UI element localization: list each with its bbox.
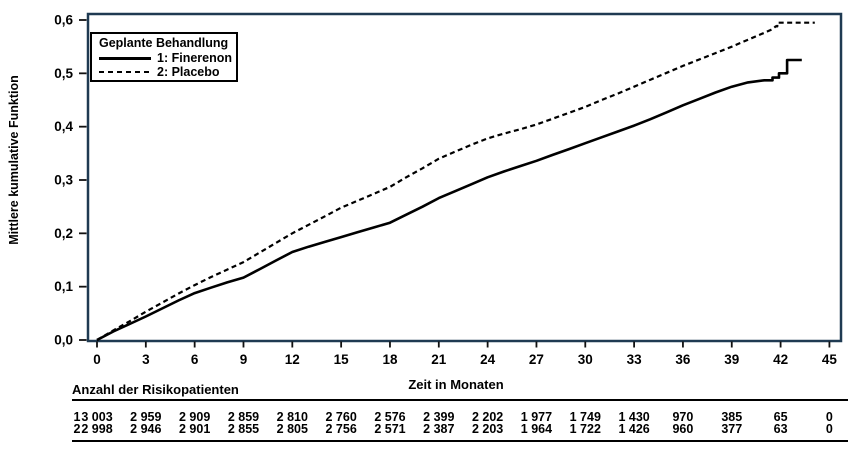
x-tick-label: 27	[529, 352, 544, 367]
y-tick-label: 0,0	[54, 333, 73, 348]
risk-cell: 385	[721, 410, 743, 424]
risk-cell: 3 003	[81, 410, 113, 424]
x-tick-label: 9	[240, 352, 248, 367]
risk-cell: 2 901	[179, 422, 211, 436]
risk-cell: 1 426	[618, 422, 650, 436]
legend-label-finerenon: 1: Finerenon	[157, 51, 233, 65]
risk-cell: 2 576	[374, 410, 406, 424]
x-axis-title: Zeit in Monaten	[408, 377, 504, 392]
risk-cell: 970	[672, 410, 694, 424]
x-tick-label: 36	[675, 352, 691, 367]
risk-table-title: Anzahl der Risikopatienten	[72, 382, 239, 397]
risk-cell: 2 810	[276, 410, 308, 424]
legend-label-placebo: 2: Placebo	[157, 65, 220, 79]
risk-cell: 2 909	[179, 410, 211, 424]
legend-title: Geplante Behandlung	[99, 36, 229, 50]
legend-entry-finerenon: 1: Finerenon	[92, 51, 236, 65]
risk-cell: 2 399	[423, 410, 455, 424]
risk-cell: 2 387	[423, 422, 455, 436]
x-tick-label: 39	[724, 352, 739, 367]
x-tick-label: 0	[93, 352, 101, 367]
curve-finerenon	[96, 58, 802, 342]
risk-cell: 2 571	[374, 422, 406, 436]
risk-row-label-2: 2	[73, 422, 81, 436]
risk-cell: 1 749	[569, 410, 601, 424]
risk-cell: 1 722	[569, 422, 601, 436]
x-tick-label: 30	[578, 352, 593, 367]
risk-cell: 1 430	[618, 410, 650, 424]
x-tick-label: 42	[773, 352, 788, 367]
risk-cell: 2 805	[276, 422, 308, 436]
risk-cell: 2 859	[227, 410, 260, 424]
x-tick-label: 24	[480, 352, 496, 367]
risk-cell: 65	[773, 410, 788, 424]
solid-line-sample	[99, 56, 151, 60]
risk-cell: 2 855	[227, 422, 260, 436]
y-tick-label: 0,2	[54, 226, 73, 241]
risk-cell: 1 977	[520, 410, 553, 424]
legend-entry-placebo: 2: Placebo	[92, 65, 236, 79]
risk-cell: 0	[825, 422, 833, 436]
y-tick-label: 0,5	[54, 66, 73, 81]
risk-table-bottom-rule	[72, 440, 848, 442]
x-tick-label: 33	[627, 352, 643, 367]
risk-cell: 2 203	[471, 422, 504, 436]
risk-row-label-1: 1	[73, 410, 81, 424]
x-tick-label: 45	[822, 352, 838, 367]
x-tick-label: 6	[191, 352, 199, 367]
curve-placebo	[96, 21, 815, 341]
x-tick-label: 21	[431, 352, 447, 367]
x-tick-label: 3	[142, 352, 150, 367]
y-tick-label: 0,1	[54, 279, 73, 294]
legend: Geplante Behandlung 1: Finerenon 2: Plac…	[90, 32, 238, 82]
x-tick-label: 18	[382, 352, 398, 367]
y-tick-label: 0,4	[54, 119, 73, 134]
plot-frame	[86, 12, 843, 343]
risk-cell: 377	[721, 422, 743, 436]
risk-cell: 63	[773, 422, 788, 436]
risk-cell: 2 756	[325, 422, 357, 436]
dashed-line-sample	[99, 71, 151, 73]
risk-table-top-rule	[72, 399, 848, 401]
risk-cell: 2 946	[130, 422, 162, 436]
x-tick-label: 15	[334, 352, 350, 367]
risk-cell: 2 959	[130, 410, 162, 424]
risk-cell: 960	[672, 422, 694, 436]
risk-cell: 0	[825, 410, 833, 424]
x-tick-label: 12	[285, 352, 300, 367]
y-tick-label: 0,6	[54, 13, 73, 28]
risk-cell: 2 202	[471, 410, 504, 424]
risk-cell: 1 964	[520, 422, 553, 436]
risk-cell: 2 998	[81, 422, 113, 436]
y-tick-label: 0,3	[54, 173, 73, 188]
risk-cell: 2 760	[325, 410, 357, 424]
